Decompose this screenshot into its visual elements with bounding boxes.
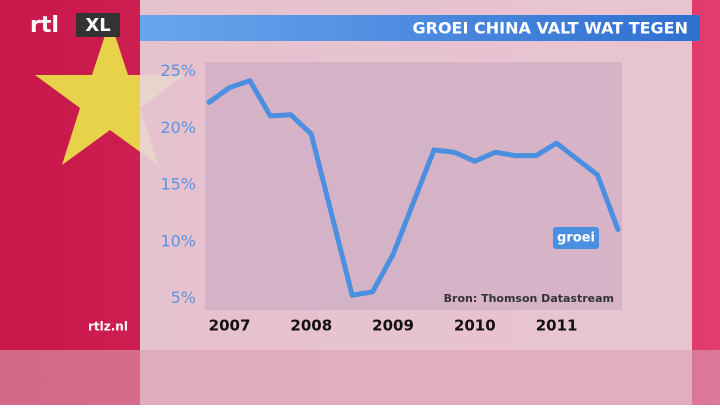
- series-label-box: [553, 227, 599, 249]
- x-tick-label: 2007: [209, 317, 251, 335]
- chart-title: GROEI CHINA VALT WAT TEGEN: [413, 19, 689, 38]
- x-tick-label: 2010: [454, 317, 496, 335]
- site: rtlz.nl: [88, 320, 128, 334]
- x-tick-label: 2009: [372, 317, 414, 335]
- x-tick-label: 2011: [536, 317, 578, 335]
- logo-channel: XL: [85, 15, 110, 36]
- lower-band: [0, 350, 720, 405]
- y-tick-label: 5%: [171, 288, 196, 307]
- series-label: groei: [557, 231, 595, 246]
- y-tick-label: 10%: [160, 231, 196, 250]
- line: [206, 78, 621, 298]
- flag-star: [35, 20, 185, 165]
- title-bar: [140, 15, 700, 41]
- plot-area: [205, 62, 622, 310]
- y-tick-label: 25%: [160, 61, 196, 80]
- y-tick-label: 15%: [160, 175, 196, 194]
- x-tick-label: 2008: [290, 317, 332, 335]
- y-tick-label: 20%: [160, 118, 196, 137]
- source: Bron: Thomson Datastream: [444, 292, 614, 305]
- logo-brand: rtl: [30, 13, 59, 38]
- logo-box: [76, 13, 120, 37]
